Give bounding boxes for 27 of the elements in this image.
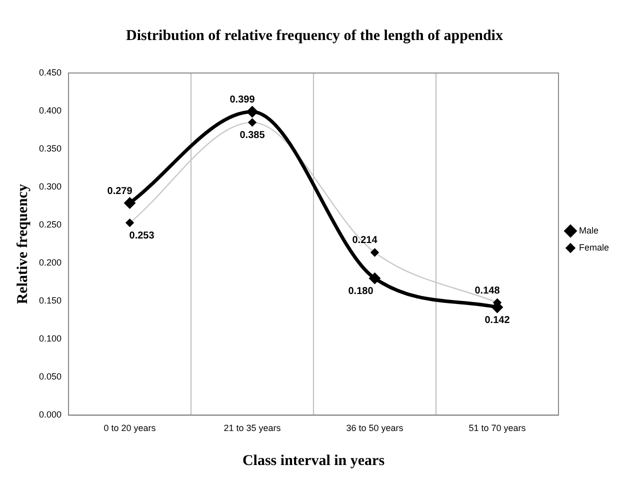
data-label: 0.279 bbox=[107, 186, 133, 197]
chart-title: Distribution of relative frequency of the length of appendix bbox=[126, 28, 504, 44]
y-tick-label: 0.400 bbox=[38, 106, 62, 116]
y-tick-label: 0.300 bbox=[38, 182, 62, 192]
y-tick-label: 0.000 bbox=[38, 410, 62, 420]
x-tick-label: 0 to 20 years bbox=[104, 423, 156, 434]
y-tick-label: 0.200 bbox=[38, 258, 62, 268]
y-tick-label: 0.150 bbox=[38, 296, 62, 306]
data-label: 0.148 bbox=[474, 285, 500, 296]
data-label: 0.180 bbox=[348, 286, 374, 298]
y-tick-label: 0.250 bbox=[38, 220, 62, 230]
y-tick-label: 0.100 bbox=[38, 334, 62, 344]
y-tick-label: 0.050 bbox=[38, 372, 62, 382]
y-tick-label: 0.450 bbox=[38, 67, 62, 78]
x-tick-label: 21 to 35 years bbox=[224, 423, 282, 434]
x-tick-label: 36 to 50 years bbox=[346, 423, 404, 434]
data-label: 0.385 bbox=[240, 130, 266, 142]
legend-label: Male bbox=[578, 225, 599, 236]
legend-label: Female bbox=[578, 242, 610, 252]
x-axis-title: Class interval in years bbox=[242, 452, 385, 469]
y-axis-title: Relative frequency bbox=[14, 184, 31, 304]
data-label: 0.399 bbox=[230, 94, 256, 106]
x-tick-label: 51 to 70 years bbox=[468, 423, 526, 434]
y-tick-label: 0.350 bbox=[38, 144, 62, 154]
data-label: 0.253 bbox=[129, 230, 155, 242]
data-label: 0.142 bbox=[484, 314, 510, 326]
data-label: 0.214 bbox=[352, 235, 378, 246]
